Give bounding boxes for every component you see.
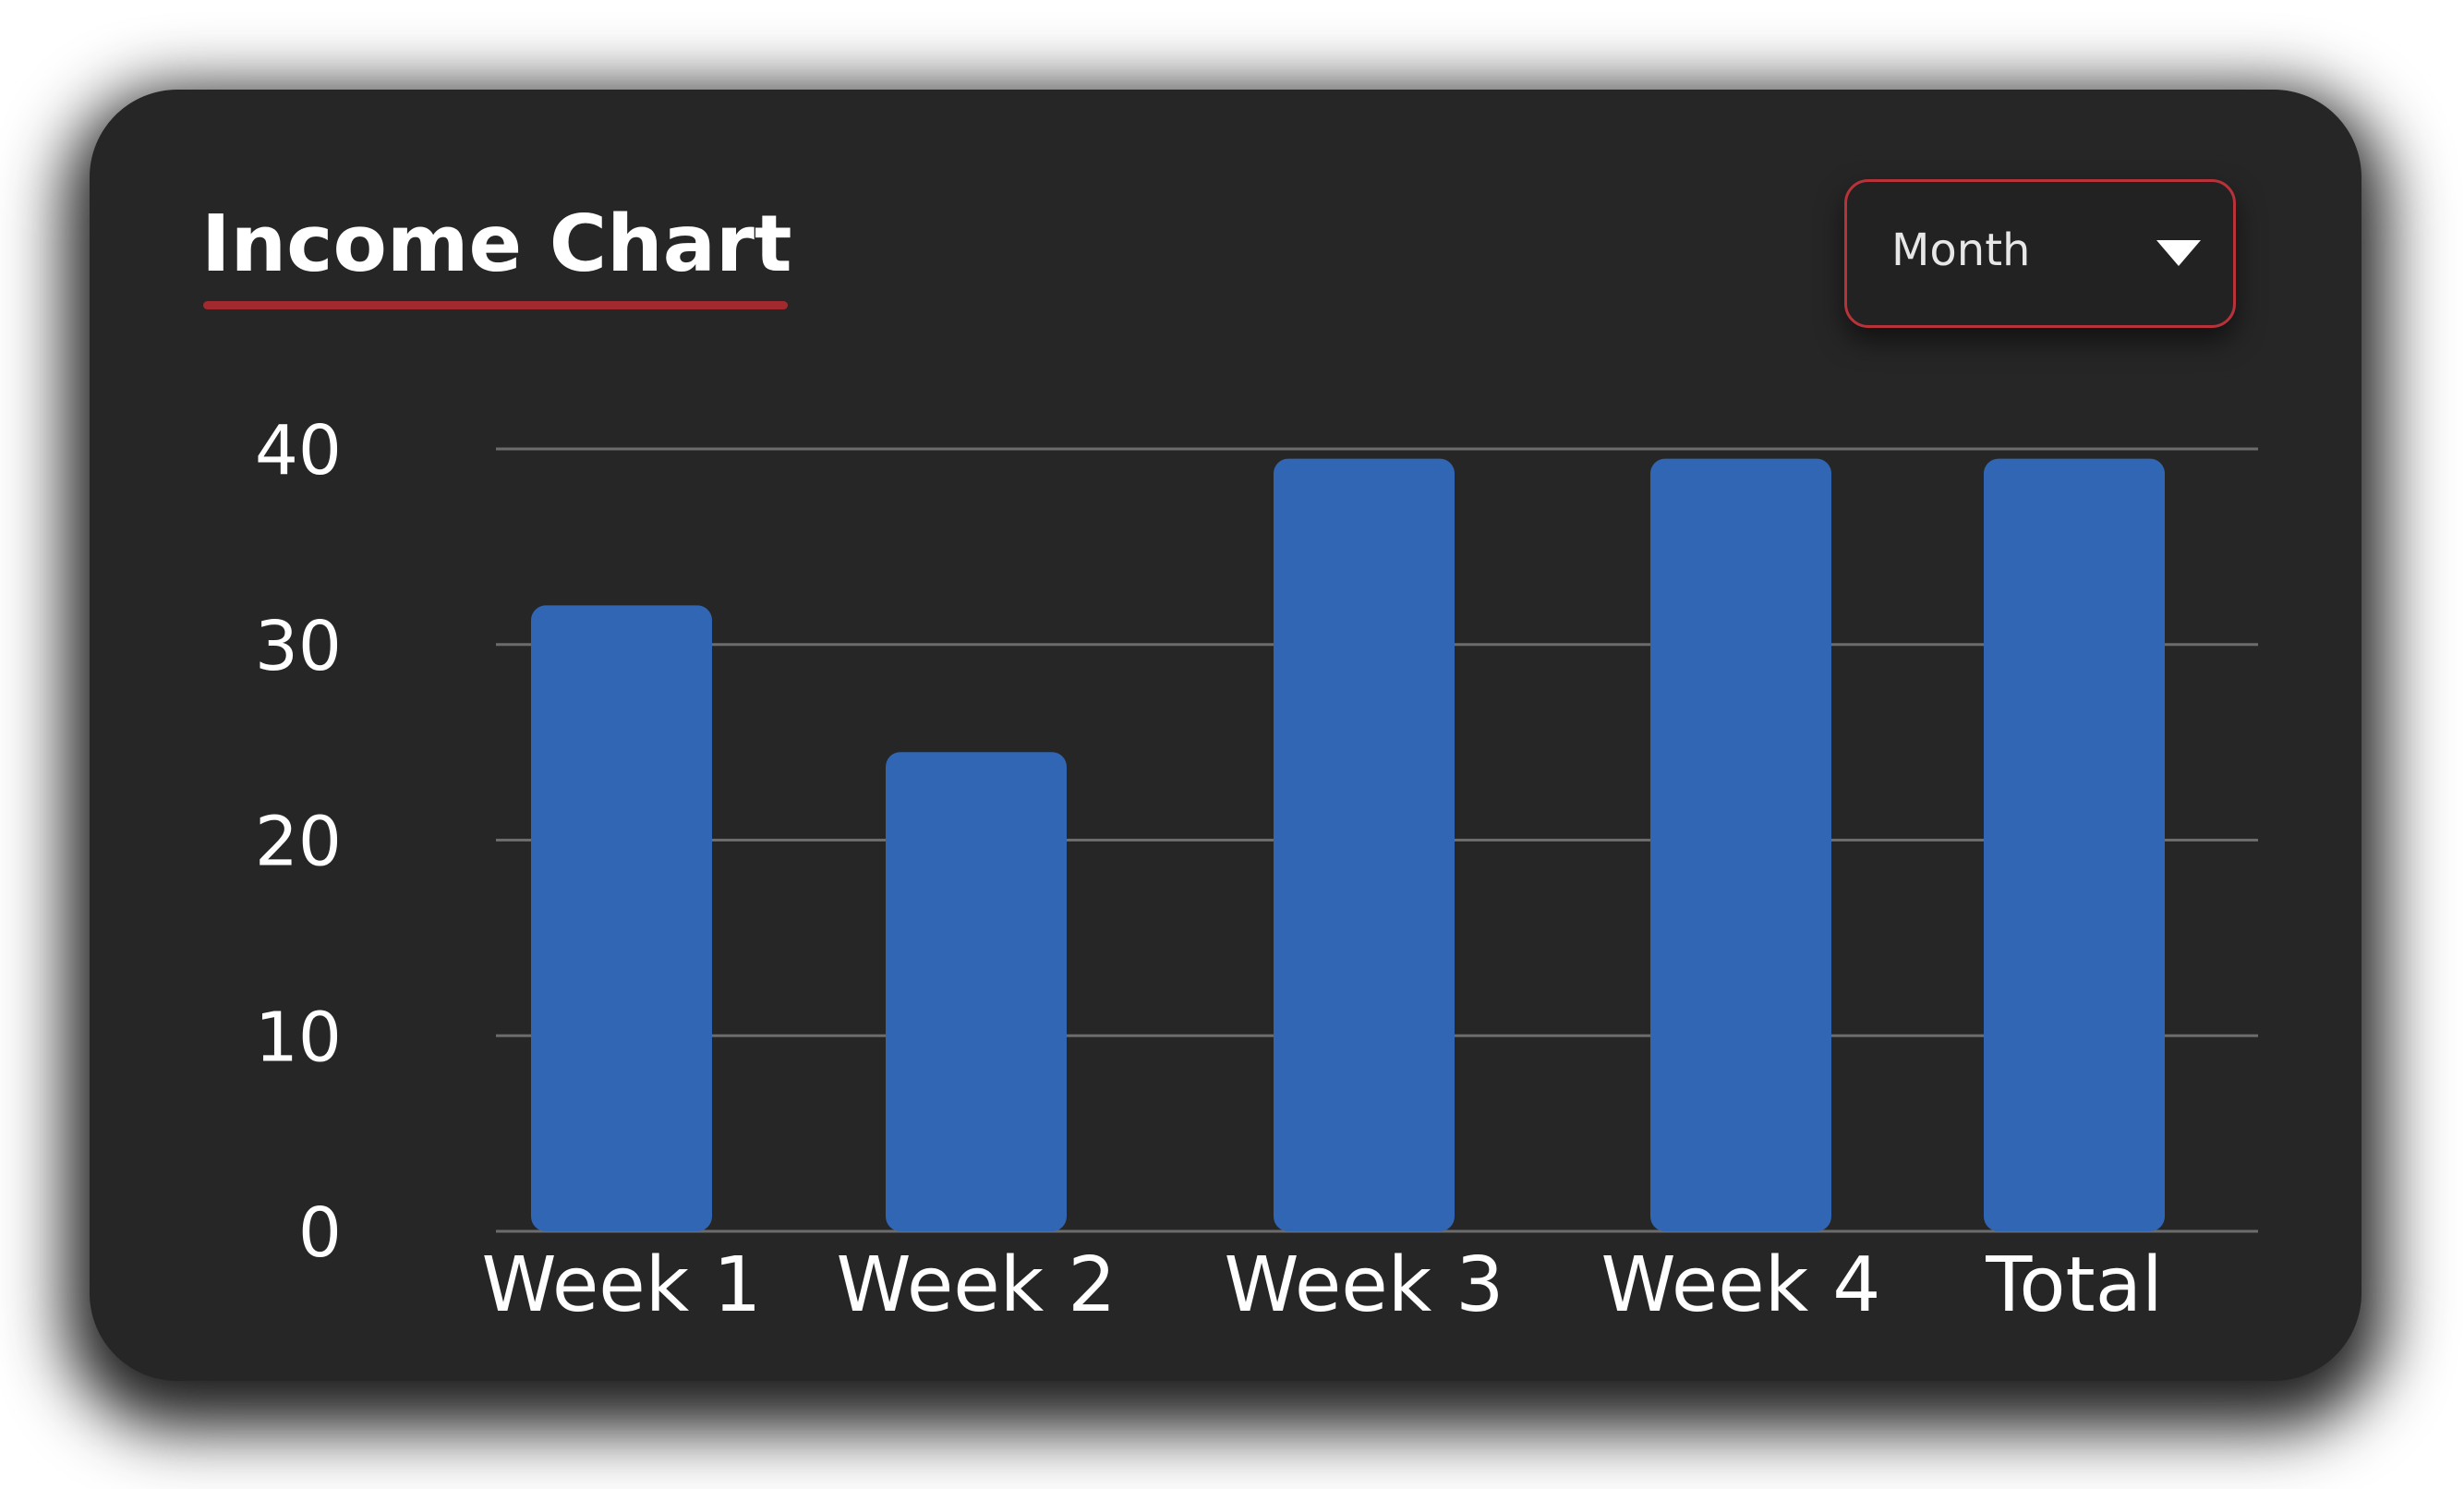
- x-tick-label: Week 4: [1601, 1241, 1881, 1329]
- bar-week-2: [886, 752, 1067, 1231]
- period-dropdown-value: Month: [1891, 224, 2031, 276]
- x-tick-label: Total: [1985, 1241, 2163, 1329]
- bar-week-1: [531, 605, 712, 1231]
- y-tick-label: 20: [255, 803, 342, 882]
- y-tick-label: 30: [255, 607, 342, 686]
- x-tick-label: Week 2: [837, 1241, 1117, 1329]
- chart-title: Income Chart: [201, 199, 792, 290]
- period-dropdown[interactable]: Month: [1844, 179, 2236, 328]
- x-tick-label: Week 1: [482, 1241, 762, 1329]
- bar-total: [1984, 458, 2165, 1231]
- bar-week-4: [1650, 458, 1831, 1231]
- x-tick-label: Week 3: [1225, 1241, 1504, 1329]
- y-tick-label: 0: [298, 1193, 342, 1273]
- caret-down-icon: [2156, 240, 2201, 266]
- y-tick-label: 40: [255, 411, 342, 490]
- title-underline: [203, 301, 788, 309]
- y-tick-label: 10: [255, 998, 342, 1077]
- bar-week-3: [1274, 458, 1455, 1231]
